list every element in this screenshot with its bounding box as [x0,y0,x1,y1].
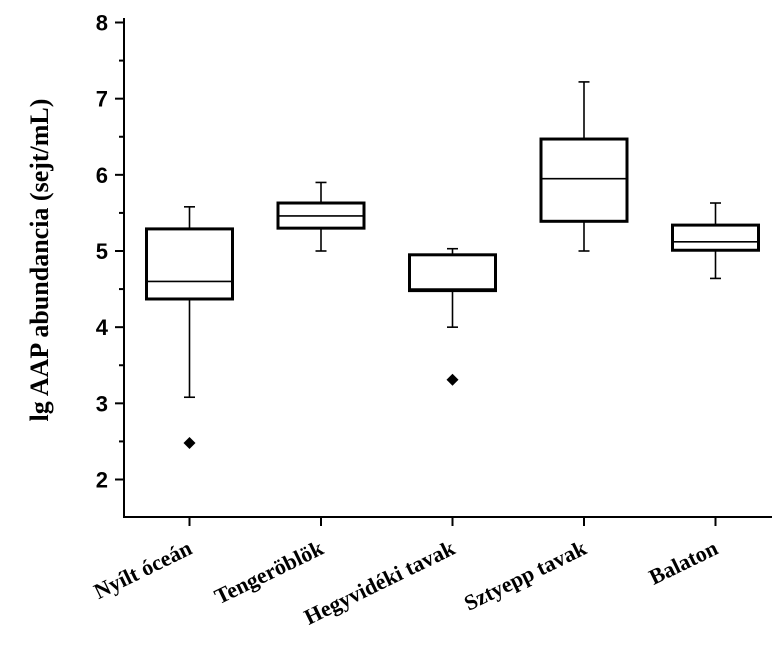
box-iqr [671,223,760,252]
y-tick-label: 4 [96,315,109,340]
box-iqr [145,227,234,301]
outlier-point [183,436,196,449]
box-3 [408,247,497,386]
y-tick-label: 8 [96,11,108,36]
axes: 2 3 4 5 6 7 8 Nyílt óceán TengeröblökHegyvidéki … [90,11,772,630]
y-tick-label: 3 [96,391,108,416]
y-tick-label: 7 [96,87,108,112]
chart-marks [145,81,760,449]
box-iqr [539,137,629,223]
box-iqr [408,253,497,293]
x-tick-label: Balaton [645,535,722,590]
x-tick-label: Tengeröblök [210,535,327,609]
box-5 [671,202,760,280]
y-tick-label: 6 [96,163,108,188]
x-tick-label: Nyílt óceán [90,535,196,604]
x-tick-label: Sztyepp tavak [460,535,591,616]
y-tick-label: 5 [96,239,108,264]
box-1 [145,206,234,449]
y-axis-title: lg AAP abundancia (sejt/mL) [25,99,54,422]
outlier-point [446,373,459,386]
box-4 [539,81,629,252]
box-2 [276,181,366,252]
y-tick-label: 2 [96,468,108,493]
x-tick-label: Hegyvidéki tavak [300,535,459,630]
